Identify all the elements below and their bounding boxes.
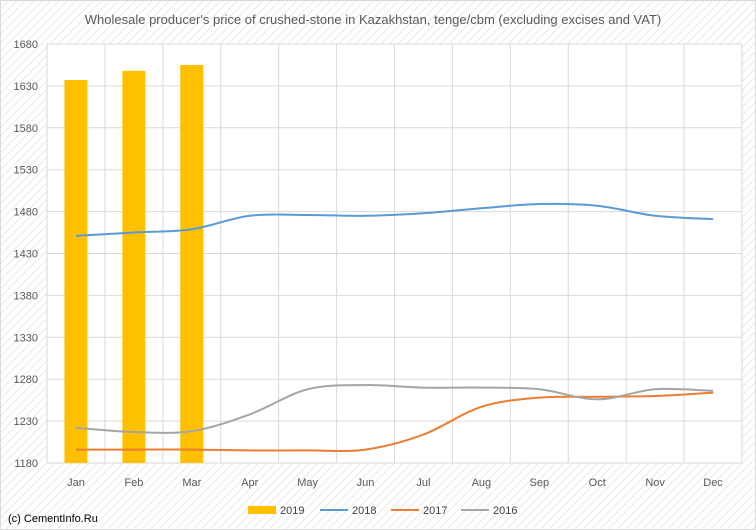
legend-label-2019: 2019 bbox=[280, 505, 304, 517]
y-axis: 1180 1230 1280 1330 1380 1430 1480 1530 1580 1630… bbox=[14, 39, 38, 470]
grid-lines bbox=[46, 43, 743, 464]
y-tick-label: 1480 bbox=[14, 207, 38, 219]
copyright-text: (c) CementInfo.Ru bbox=[8, 513, 98, 525]
x-tick-label: Apr bbox=[241, 477, 258, 489]
y-tick-label: 1180 bbox=[14, 458, 38, 470]
y-tick-label: 1230 bbox=[14, 416, 38, 428]
legend-swatch-2019 bbox=[248, 506, 276, 514]
y-tick-label: 1680 bbox=[14, 39, 38, 51]
y-tick-label: 1530 bbox=[14, 165, 38, 177]
line-2017 bbox=[75, 391, 714, 452]
x-tick-label: Oct bbox=[589, 477, 606, 489]
legend-label-2016: 2016 bbox=[493, 505, 517, 517]
bars-2019 bbox=[64, 64, 204, 463]
bar-2019-feb bbox=[122, 70, 146, 463]
x-tick-label: Aug bbox=[472, 477, 492, 489]
y-tick-label: 1630 bbox=[14, 81, 38, 93]
x-tick-label: Sep bbox=[530, 477, 550, 489]
y-tick-label: 1430 bbox=[14, 249, 38, 261]
x-axis: Jan Feb Mar Apr May Jun Jul Aug Sep Oct Nov Dec bbox=[67, 477, 723, 489]
legend-label-2017: 2017 bbox=[423, 505, 447, 517]
y-tick-label: 1280 bbox=[14, 374, 38, 386]
x-tick-label: Feb bbox=[124, 477, 143, 489]
x-tick-label: Jul bbox=[416, 477, 430, 489]
bar-2019-jan bbox=[64, 80, 88, 463]
bar-2019-mar bbox=[180, 64, 204, 463]
x-tick-label: May bbox=[297, 477, 318, 489]
y-tick-label: 1580 bbox=[14, 123, 38, 135]
x-tick-label: Dec bbox=[703, 477, 723, 489]
y-tick-label: 1380 bbox=[14, 290, 38, 302]
x-tick-label: Nov bbox=[645, 477, 665, 489]
x-tick-label: Jan bbox=[67, 477, 85, 489]
line-2018 bbox=[75, 202, 714, 237]
series-lines bbox=[75, 202, 714, 452]
x-tick-label: Jun bbox=[357, 477, 375, 489]
chart-title: Wholesale producer's price of crushed-st… bbox=[85, 12, 661, 27]
legend-label-2018: 2018 bbox=[352, 505, 376, 517]
x-tick-label: Mar bbox=[182, 477, 201, 489]
line-2016 bbox=[75, 384, 714, 434]
legend: 2019 2018 2017 2016 bbox=[248, 505, 517, 517]
y-tick-label: 1330 bbox=[14, 332, 38, 344]
